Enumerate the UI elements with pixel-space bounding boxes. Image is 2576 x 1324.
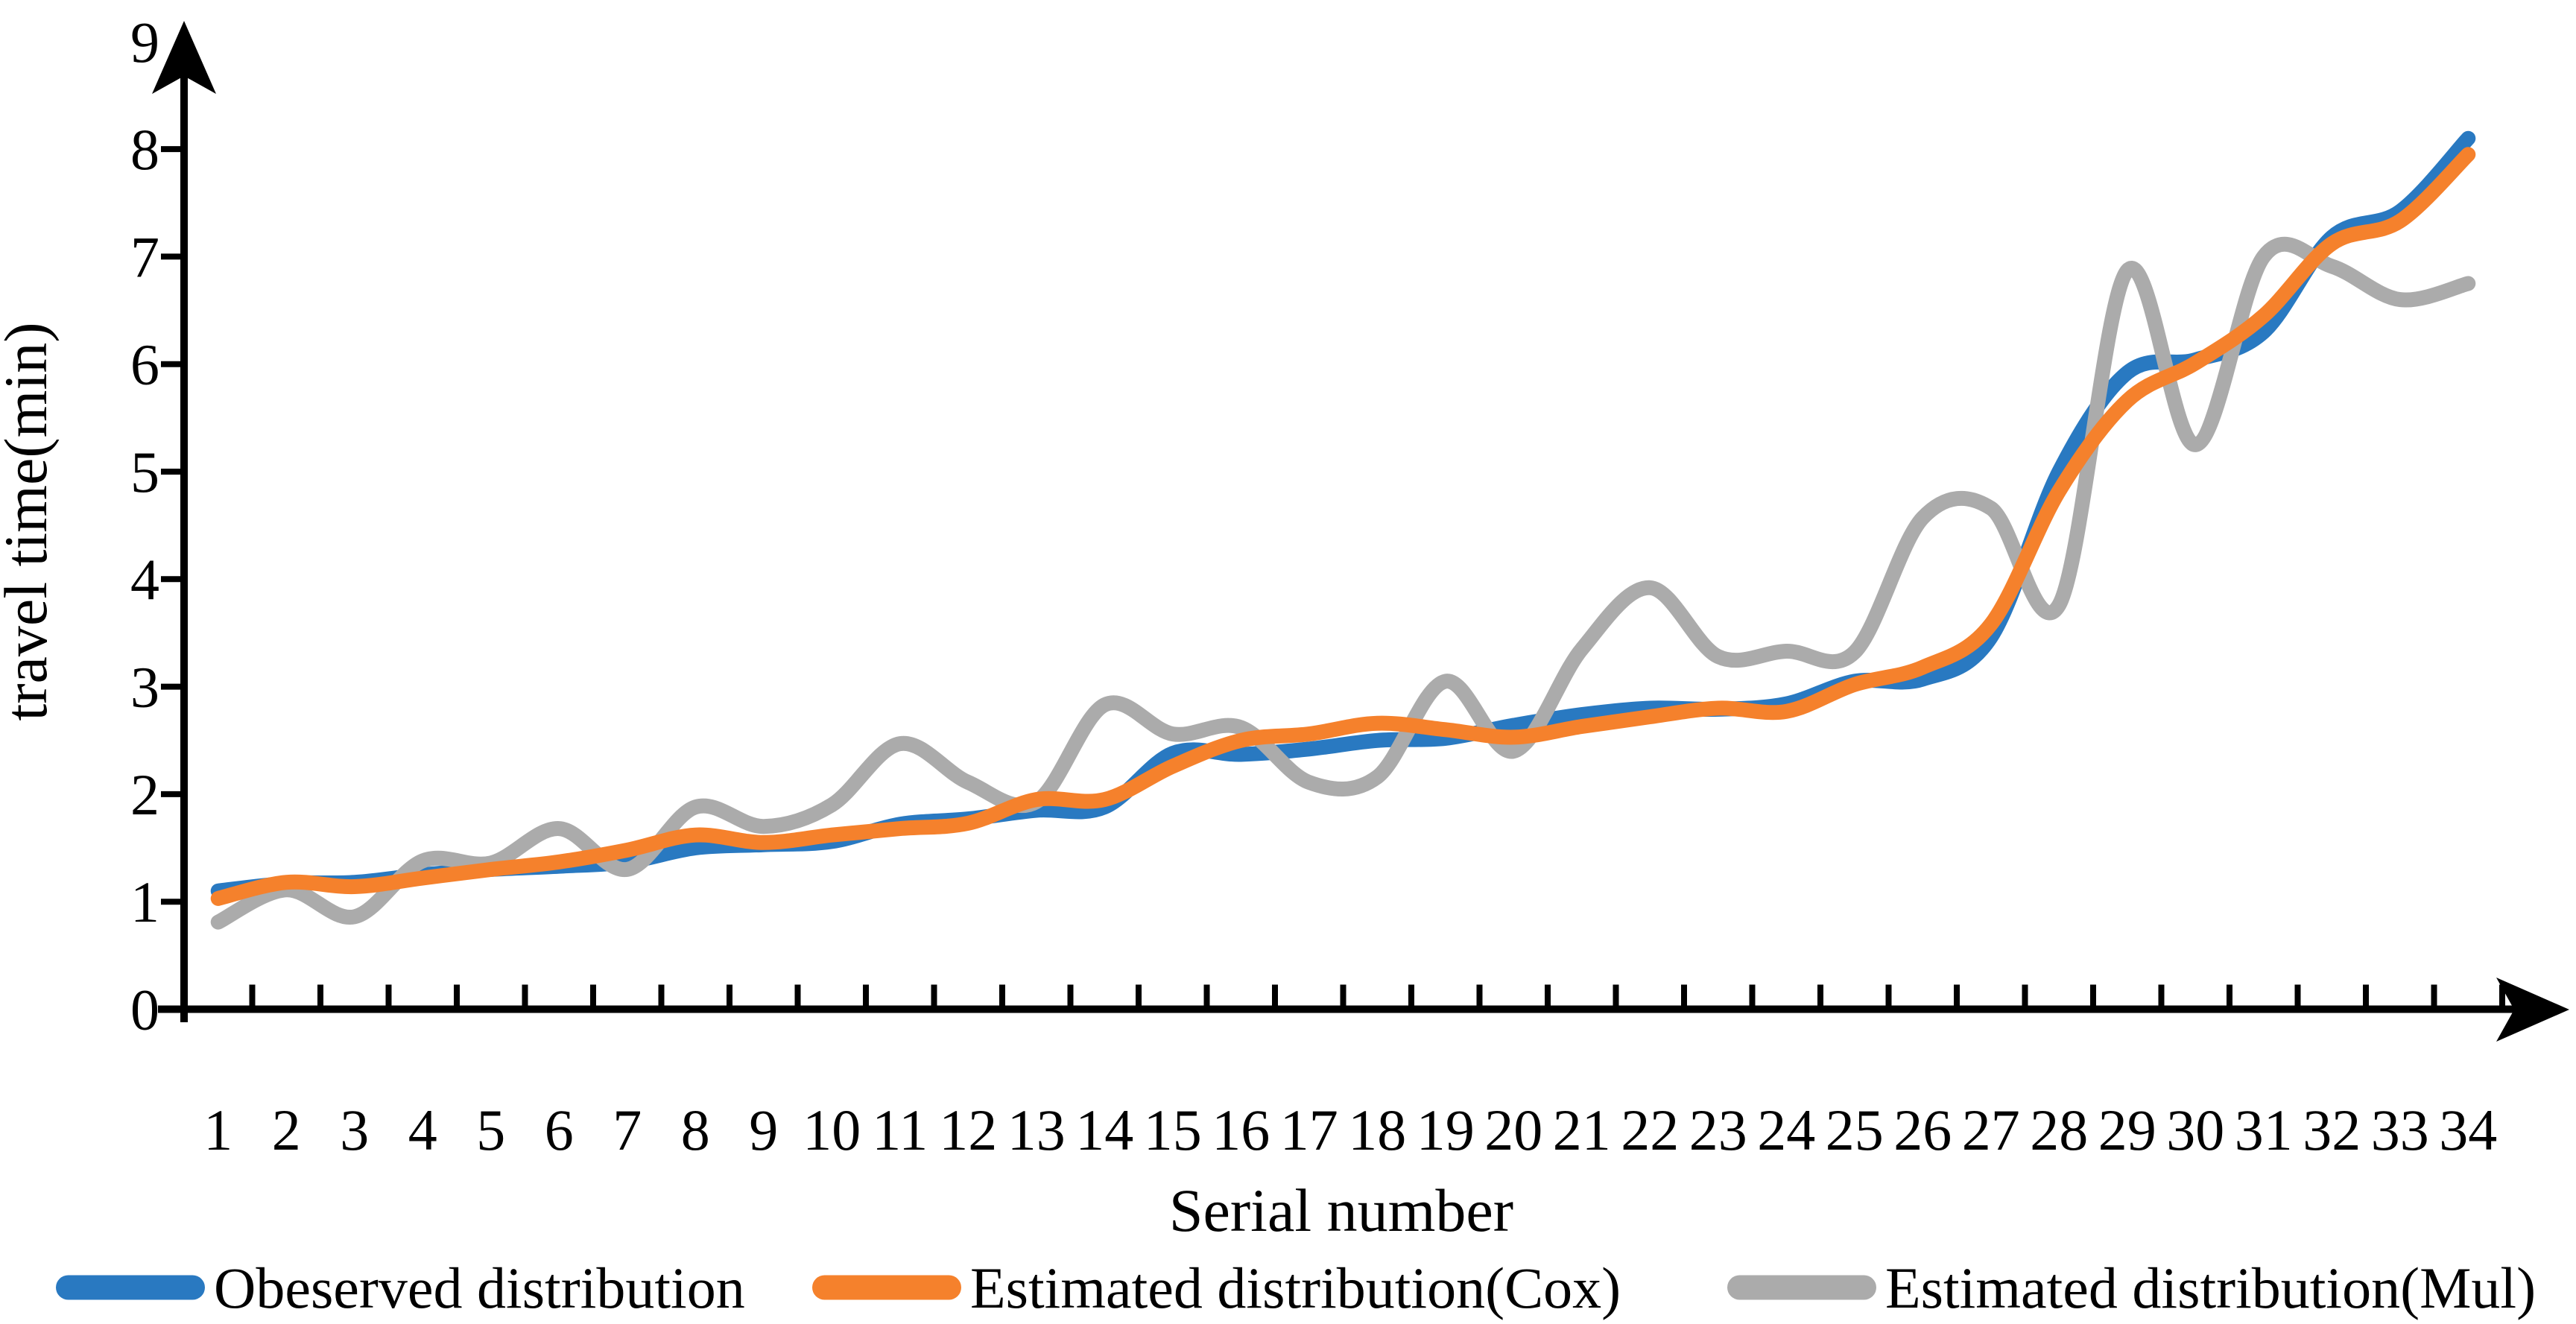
x-tick-label: 1 <box>203 1097 232 1162</box>
x-tick-label: 18 <box>1348 1097 1406 1162</box>
x-tick-label: 24 <box>1757 1097 1815 1162</box>
series-line-estimated-mul <box>210 236 2476 930</box>
x-tick-label: 16 <box>1212 1097 1270 1162</box>
legend-label: Obeserved distribution <box>214 1255 745 1320</box>
x-tick-label: 2 <box>272 1097 301 1162</box>
legend-item: Estimated distribution(Mul) <box>1727 1255 2536 1320</box>
x-tick-label: 28 <box>2030 1097 2088 1162</box>
series-line-observed <box>210 130 2476 899</box>
x-axis-title: Serial number <box>1169 1176 1513 1244</box>
x-tick-label: 3 <box>340 1097 369 1162</box>
x-tick-label: 11 <box>872 1097 928 1162</box>
y-tick-label: 1 <box>130 870 159 934</box>
x-tick-label: 21 <box>1553 1097 1611 1162</box>
legend: Obeserved distribution Estimated distribu… <box>56 1255 2536 1320</box>
x-tick-label: 29 <box>2098 1097 2156 1162</box>
x-tick-label: 15 <box>1144 1097 1202 1162</box>
x-tick-label: 4 <box>408 1097 437 1162</box>
legend-swatch-icon <box>812 1275 961 1300</box>
y-tick-label: 0 <box>130 978 159 1042</box>
x-tick-label: 20 <box>1484 1097 1542 1162</box>
x-tick-label: 32 <box>2303 1097 2361 1162</box>
x-tick-label: 6 <box>545 1097 574 1162</box>
x-tick-label: 7 <box>613 1097 642 1162</box>
x-tick-label: 30 <box>2166 1097 2224 1162</box>
y-tick-label: 2 <box>130 762 159 827</box>
x-tick-label: 25 <box>1826 1097 1884 1162</box>
legend-item: Obeserved distribution <box>56 1255 745 1320</box>
series-lines <box>210 130 2476 930</box>
legend-item: Estimated distribution(Cox) <box>812 1255 1621 1320</box>
x-tick-label: 17 <box>1280 1097 1338 1162</box>
y-axis-arrow-icon <box>152 21 216 94</box>
y-axis-title: travel time(min) <box>0 322 60 720</box>
legend-label: Estimated distribution(Cox) <box>970 1255 1621 1320</box>
x-tick-label: 31 <box>2235 1097 2293 1162</box>
legend-label: Estimated distribution(Mul) <box>1885 1255 2536 1320</box>
legend-swatch-icon <box>1727 1275 1876 1300</box>
x-tick-label: 12 <box>939 1097 997 1162</box>
x-tick-label: 19 <box>1417 1097 1475 1162</box>
y-tick-label: 8 <box>130 117 159 182</box>
axes <box>152 21 2569 1042</box>
x-tick-label: 10 <box>803 1097 861 1162</box>
legend-swatch-icon <box>56 1275 205 1300</box>
y-tick-label: 3 <box>130 655 159 720</box>
x-tick-label: 13 <box>1007 1097 1066 1162</box>
x-tick-label: 23 <box>1689 1097 1747 1162</box>
x-tick-label: 27 <box>1962 1097 2020 1162</box>
y-tick-label: 4 <box>130 547 159 612</box>
y-tick-label: 7 <box>130 224 159 289</box>
x-tick-label: 22 <box>1621 1097 1679 1162</box>
x-tick-label: 9 <box>749 1097 778 1162</box>
x-tick-label: 5 <box>476 1097 505 1162</box>
x-tick-label: 14 <box>1075 1097 1133 1162</box>
x-tick-label: 33 <box>2371 1097 2429 1162</box>
x-tick-label: 34 <box>2439 1097 2497 1162</box>
x-tick-label: 26 <box>1893 1097 1952 1162</box>
y-tick-label: 9 <box>130 10 159 75</box>
y-tick-label: 6 <box>130 332 159 397</box>
x-tick-label: 8 <box>681 1097 710 1162</box>
x-axis-arrow-icon <box>2496 978 2569 1042</box>
series-line-estimated-cox <box>210 147 2476 906</box>
y-tick-label: 5 <box>130 440 159 504</box>
